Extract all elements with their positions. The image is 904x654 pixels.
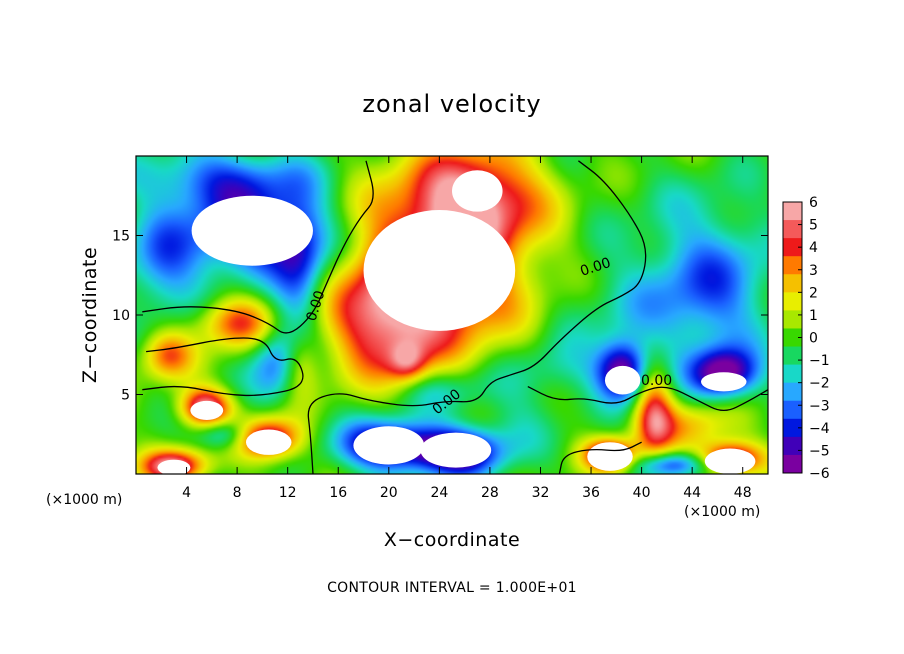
colorbar-tick-label: 5	[809, 218, 818, 234]
colorbar-swatch	[783, 328, 802, 348]
saturated-region-4	[353, 426, 425, 465]
plot-area	[136, 156, 768, 474]
saturated-region-1	[191, 195, 313, 266]
saturated-region-9	[704, 448, 756, 474]
colorbar-tick-label: 4	[809, 240, 818, 256]
saturated-regions	[157, 170, 756, 474]
y-axis-label: Z−coordinate	[79, 247, 101, 383]
colorbar-tick-label: −4	[809, 421, 830, 437]
saturated-region-3	[452, 170, 503, 212]
saturated-region-8	[587, 442, 633, 471]
chart-title: zonal velocity	[362, 90, 541, 118]
colorbar: 6 5 4 3 2 1 0 −1 −2 −3 −4 −5 −6	[782, 195, 830, 482]
colorbar-tick-label: 0	[809, 331, 818, 347]
colorbar-swatch	[783, 238, 802, 257]
colorbar-swatch	[783, 400, 802, 420]
colorbar-tick-label: 3	[809, 263, 818, 279]
saturated-region-12	[157, 459, 191, 474]
colorbar-tick-label: −6	[809, 466, 830, 482]
x-tick-label: 40	[633, 485, 651, 501]
y-axis-ticks: 5 10 15	[112, 229, 768, 404]
colorbar-swatch	[783, 274, 802, 293]
colorbar-swatch	[783, 292, 802, 311]
x-tick-label: 12	[279, 485, 297, 501]
colorbar-tick-label: −1	[809, 353, 830, 369]
x-tick-label: 8	[233, 485, 242, 501]
zero-contour-2	[142, 337, 304, 397]
colorbar-tick-label: 1	[809, 308, 818, 324]
colorbar-swatch	[783, 436, 802, 456]
y-tick-label: 15	[112, 229, 130, 245]
zero-contour-4	[527, 386, 768, 412]
saturated-region-7	[701, 372, 747, 392]
saturated-region-11	[245, 429, 292, 455]
colorbar-swatch	[783, 418, 802, 438]
x-tick-label: 36	[582, 485, 600, 501]
colorbar-swatch	[783, 364, 802, 384]
saturated-region-6	[604, 365, 641, 395]
x-tick-label: 32	[532, 485, 550, 501]
x-unit-label: (×1000 m)	[684, 504, 760, 520]
colorbar-tick-label: 2	[809, 285, 818, 301]
colorbar-tick-label: −3	[809, 398, 830, 414]
contour-label-4: 0.00	[641, 373, 672, 389]
x-axis-label: X−coordinate	[384, 529, 520, 551]
saturated-region-5	[420, 432, 492, 468]
colorbar-swatch	[783, 202, 802, 221]
colorbar-tick-label: −5	[809, 443, 830, 459]
zero-contour-5	[558, 441, 642, 474]
zero-contour-3	[307, 160, 647, 474]
colorbar-swatch	[783, 310, 802, 329]
x-tick-label: 48	[734, 485, 752, 501]
colorbar-tick-label: −2	[809, 376, 830, 392]
x-tick-label: 44	[683, 485, 701, 501]
zero-contour-1	[142, 160, 374, 334]
saturated-region-10	[190, 400, 224, 420]
x-tick-label: 28	[481, 485, 499, 501]
x-tick-label: 24	[430, 485, 448, 501]
contour-interval-note: CONTOUR INTERVAL = 1.000E+01	[327, 580, 577, 596]
x-tick-label: 4	[182, 485, 191, 501]
y-tick-label: 10	[112, 308, 130, 324]
x-axis-ticks: 4 8 12 16 20 24 28 32 36 40 44 48	[182, 156, 752, 501]
zero-contours	[142, 160, 768, 474]
z-unit-label: (×1000 m)	[46, 492, 122, 508]
colorbar-swatch	[783, 454, 802, 474]
y-tick-label: 5	[121, 388, 130, 404]
saturated-region-2	[363, 210, 516, 331]
x-tick-label: 20	[380, 485, 398, 501]
colorbar-swatch	[783, 220, 802, 239]
colorbar-tick-label: 6	[809, 195, 818, 211]
colorbar-swatch	[783, 346, 802, 366]
x-tick-label: 16	[329, 485, 347, 501]
colorbar-swatch	[783, 256, 802, 275]
colorbar-swatch	[783, 382, 802, 402]
